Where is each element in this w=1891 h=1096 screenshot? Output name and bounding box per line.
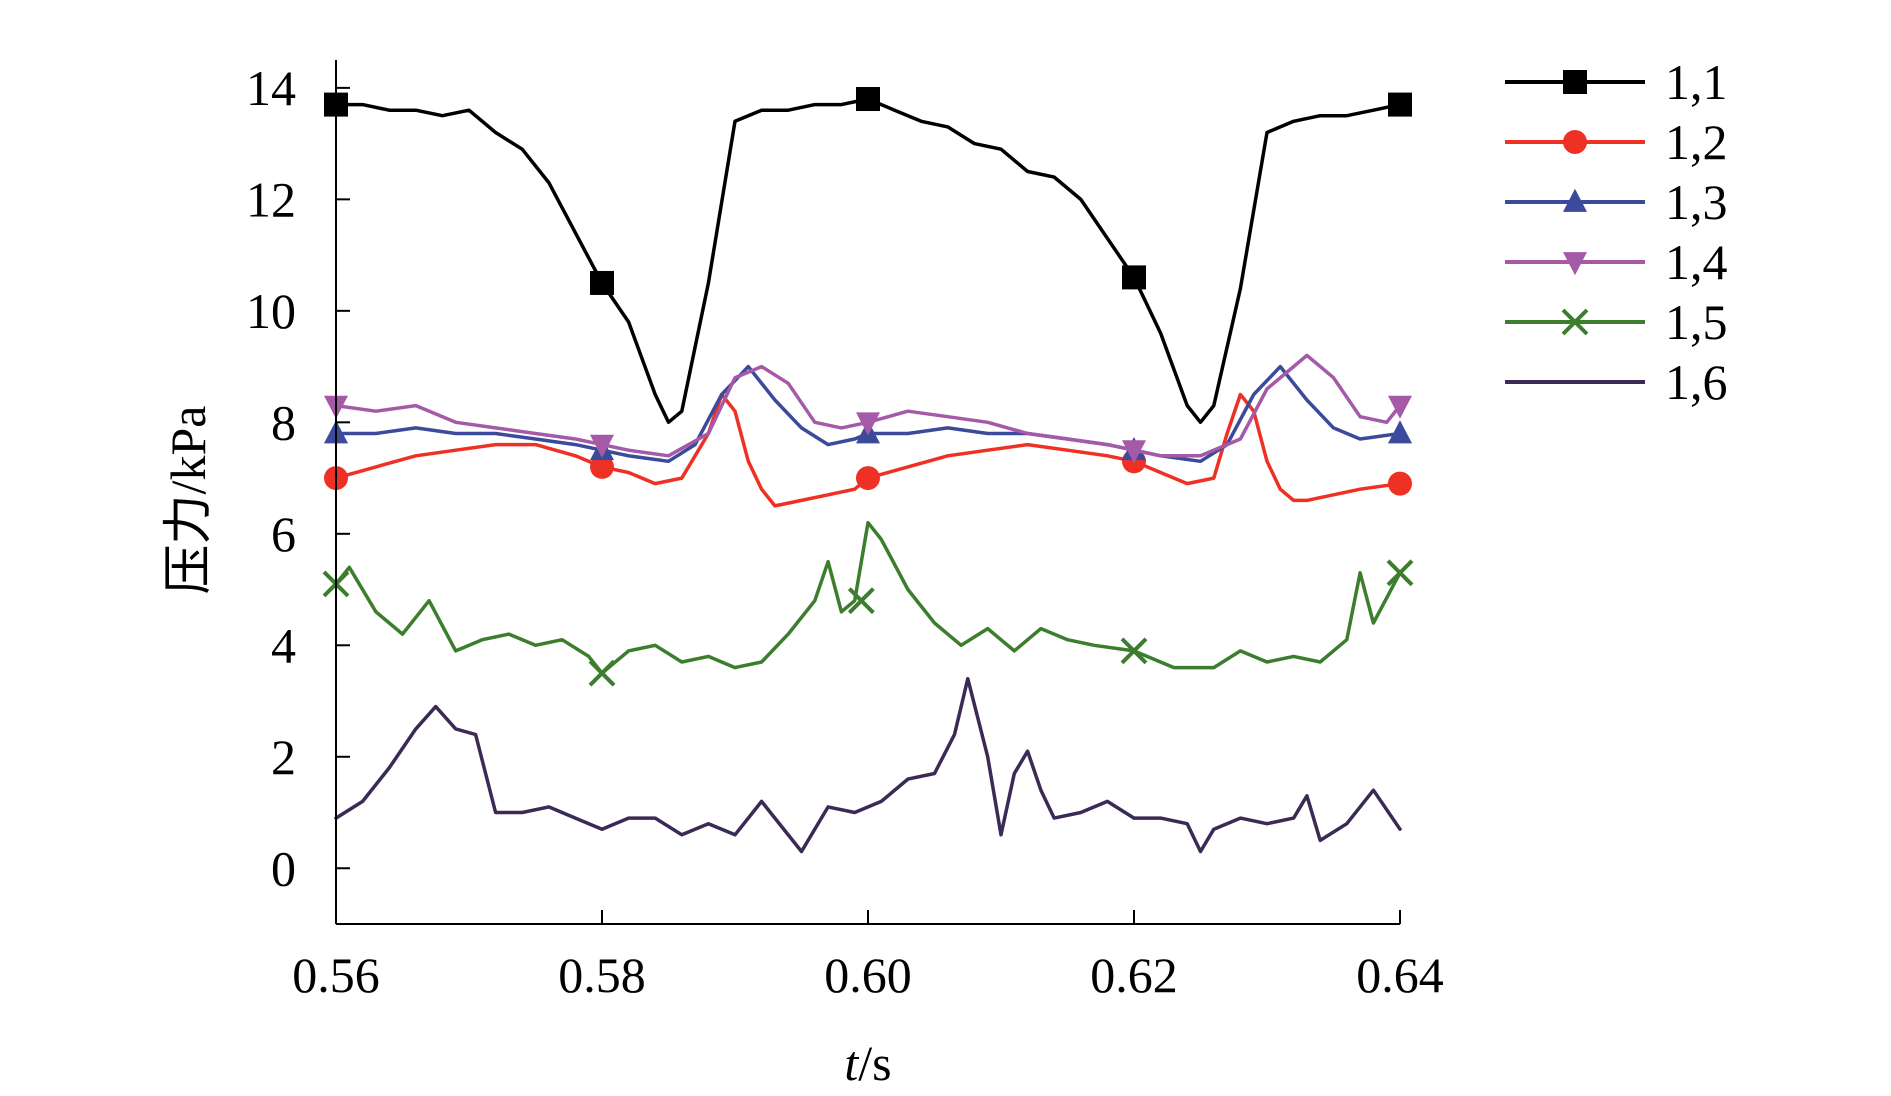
x-axis-title-italic: t: [844, 1035, 859, 1091]
data-point-triangle-up: [1388, 420, 1412, 444]
data-point-x: [588, 659, 616, 687]
data-point-triangle-down: [1388, 395, 1412, 419]
data-point-triangle-down: [590, 434, 614, 458]
legend-label: 1,6: [1665, 354, 1728, 410]
data-point-triangle-down: [1122, 440, 1146, 464]
data-point-square: [1563, 70, 1587, 94]
data-point-triangle-down: [856, 412, 880, 436]
y-tick-label: 2: [271, 729, 296, 785]
data-point-x: [1386, 559, 1414, 587]
series-line: [334, 353, 1402, 458]
y-axis-title: 压力/kPa: [160, 406, 216, 595]
legend-entry: 1,1: [1505, 54, 1728, 110]
series-6: [334, 676, 1402, 854]
legend-entry: 1,2: [1505, 114, 1728, 170]
x-tick-label: 0.64: [1356, 947, 1444, 1003]
series-5: [322, 520, 1414, 687]
x-axis-title: t/s: [844, 1035, 891, 1091]
data-point-circle: [1388, 471, 1412, 496]
y-tick-label: 4: [271, 617, 296, 673]
legend-entry: 1,4: [1505, 234, 1728, 290]
series-line: [334, 676, 1402, 854]
series-group: [322, 87, 1414, 854]
x-ticks: 0.56 0.58 0.60 0.62 0.64: [292, 910, 1444, 1003]
x-tick-label: 0.60: [824, 947, 912, 1003]
legend-entry: 1,5: [1505, 294, 1728, 350]
y-tick-label: 12: [246, 171, 296, 227]
data-point-x: [847, 587, 875, 615]
y-tick-label: 10: [246, 283, 296, 339]
legend-entry: 1,6: [1505, 354, 1728, 410]
legend-label: 1,3: [1665, 174, 1728, 230]
axes: [335, 60, 1400, 925]
data-point-circle: [856, 466, 880, 491]
y-tick-label: 0: [271, 840, 296, 896]
legend-label: 1,2: [1665, 114, 1728, 170]
series-line: [334, 520, 1402, 675]
legend-label: 1,5: [1665, 294, 1728, 350]
y-tick-label: 8: [271, 394, 296, 450]
data-point-triangle-down: [1563, 252, 1587, 276]
data-point-circle: [590, 454, 614, 479]
series-2: [324, 392, 1412, 508]
data-point-triangle-up: [1563, 188, 1587, 212]
data-point-square: [1388, 92, 1412, 117]
series-line: [334, 97, 1402, 425]
y-tick-label: 6: [271, 506, 296, 562]
x-tick-label: 0.56: [292, 947, 380, 1003]
data-point-x: [1561, 308, 1589, 336]
y-ticks: 0 2 4 6 8 10 12 14: [246, 60, 350, 896]
y-tick-label: 14: [246, 60, 296, 116]
legend: 1,11,21,31,41,51,6: [1505, 54, 1728, 410]
x-axis-title-unit: /s: [858, 1035, 891, 1091]
series-1: [324, 87, 1412, 425]
data-point-circle: [1563, 130, 1587, 154]
data-point-square: [590, 270, 614, 295]
legend-label: 1,1: [1665, 54, 1728, 110]
x-tick-label: 0.58: [558, 947, 646, 1003]
legend-entry: 1,3: [1505, 174, 1728, 230]
data-point-x: [1120, 637, 1148, 665]
data-point-square: [1122, 265, 1146, 290]
legend-label: 1,4: [1665, 234, 1728, 290]
x-tick-label: 0.62: [1090, 947, 1178, 1003]
data-point-square: [856, 87, 880, 112]
